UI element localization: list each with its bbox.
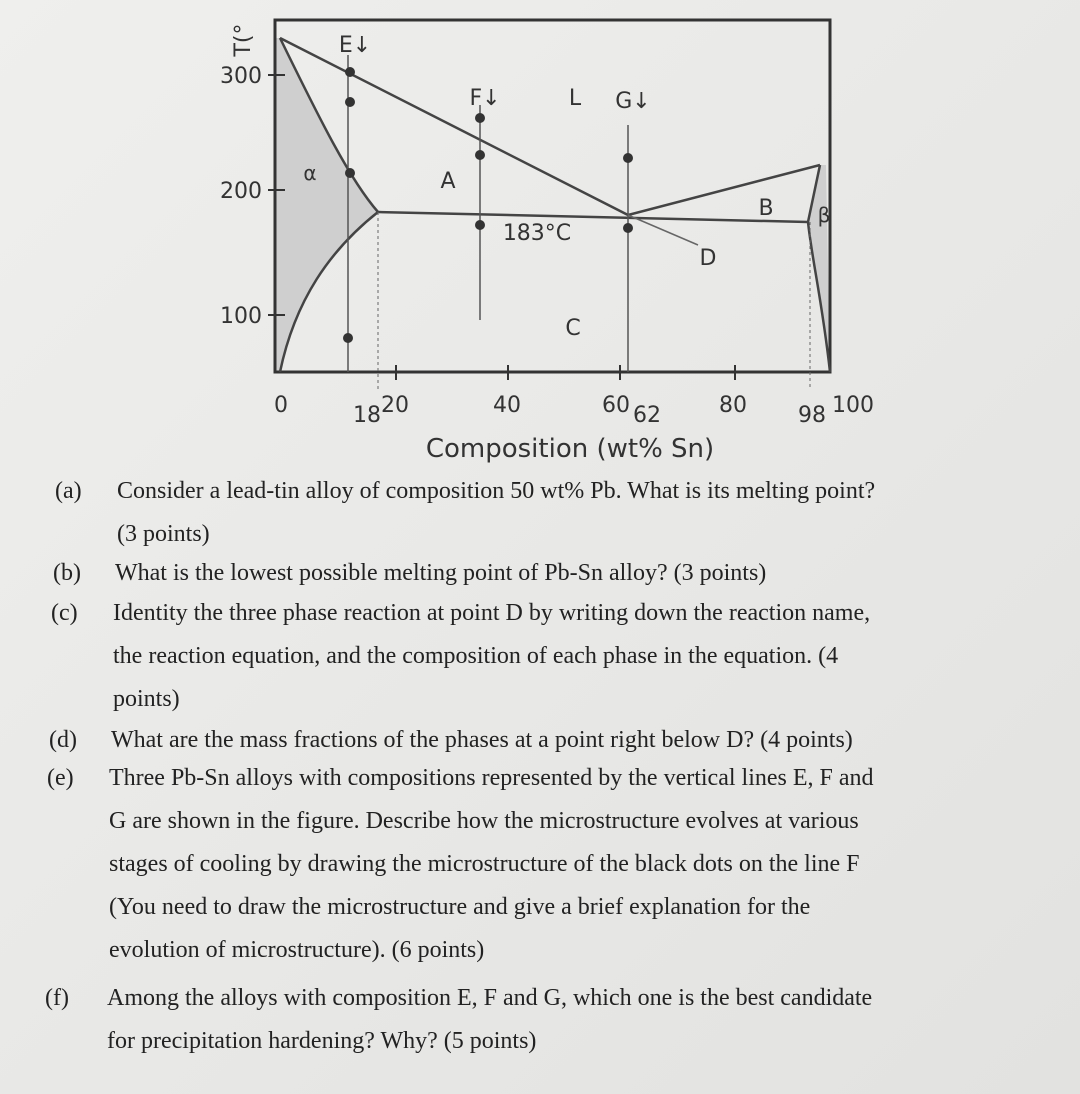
line-label: G↓ <box>615 89 650 114</box>
y-axis-label: T(° <box>231 23 256 57</box>
alloy-lines <box>347 55 629 372</box>
eutectic-label: 183°C <box>503 221 571 246</box>
question-label: (a) <box>55 478 82 504</box>
y-tick-label: 100 <box>220 304 262 329</box>
region-label: C <box>565 316 580 341</box>
question-line: stages of cooling by drawing the microst… <box>109 851 860 877</box>
x-tick-label: 98 <box>798 403 826 428</box>
x-tick-label: 62 <box>633 403 661 428</box>
region-label: A <box>440 169 455 194</box>
x-tick-label: 100 <box>832 393 874 418</box>
region-label: β <box>818 203 831 227</box>
question-line: Identity the three phase reaction at poi… <box>113 600 871 626</box>
x-tick-label: 0 <box>274 393 288 418</box>
plot-frame <box>273 18 832 374</box>
question-label: (f) <box>45 985 69 1011</box>
region-label: D <box>700 246 717 271</box>
question-line: (3 points) <box>117 521 210 547</box>
line-label: F↓ <box>469 86 500 111</box>
x-tick-label: 18 <box>353 403 381 428</box>
question-line: G are shown in the figure. Describe how … <box>109 808 859 834</box>
question-line: (You need to draw the microstructure and… <box>109 894 811 920</box>
region-label: L <box>569 86 582 111</box>
question-line: the reaction equation, and the compositi… <box>113 643 839 669</box>
question-line: What are the mass fractions of the phase… <box>111 727 853 753</box>
dots <box>343 67 633 343</box>
dashed-lines <box>377 212 811 390</box>
x-tick-label: 20 <box>381 393 409 418</box>
ticks <box>268 74 736 380</box>
question-label: (d) <box>49 727 77 753</box>
alpha-region <box>275 38 378 372</box>
question-line: Three Pb-Sn alloys with compositions rep… <box>109 765 874 791</box>
question-line: evolution of microstructure). (6 points) <box>109 937 485 963</box>
question-line: Among the alloys with composition E, F a… <box>107 985 873 1011</box>
region-label: α <box>303 161 316 185</box>
y-tick-label: 300 <box>220 64 262 89</box>
region-label: B <box>758 196 773 221</box>
beta-region <box>808 165 830 372</box>
y-tick-label: 200 <box>220 179 262 204</box>
x-tick-label: 60 <box>602 393 630 418</box>
question-label: (c) <box>51 600 78 626</box>
phase-diagram: T(° 300 200 100 0 18 20 40 60 62 80 98 1… <box>220 18 874 464</box>
question-line: Consider a lead-tin alloy of composition… <box>117 478 876 504</box>
question-label: (e) <box>47 765 74 791</box>
x-tick-label: 40 <box>493 393 521 418</box>
x-axis-label: Composition (wt% Sn) <box>426 434 714 464</box>
arrow-d <box>627 214 699 246</box>
line-label: E↓ <box>339 33 371 58</box>
question-line: for precipitation hardening? Why? (5 poi… <box>107 1028 537 1054</box>
question-label: (b) <box>53 560 81 586</box>
question-line: points) <box>113 686 180 712</box>
question-line: What is the lowest possible melting poin… <box>115 560 767 586</box>
x-tick-label: 80 <box>719 393 747 418</box>
